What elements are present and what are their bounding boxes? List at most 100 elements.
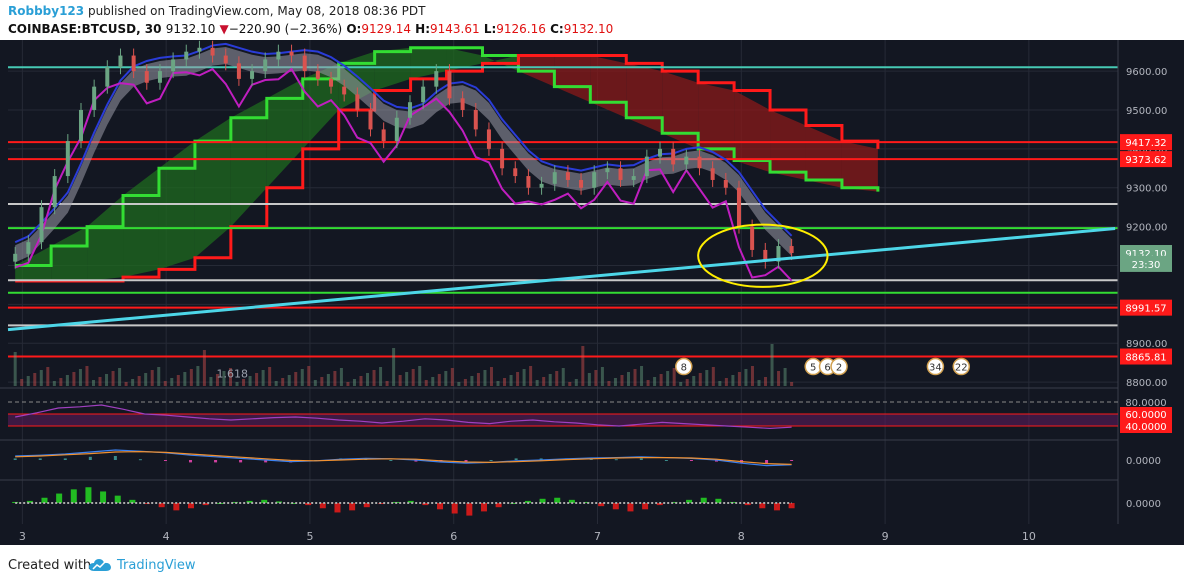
price-tag bbox=[1120, 255, 1172, 272]
high-label: H: bbox=[415, 22, 430, 36]
volume-bar bbox=[457, 382, 461, 386]
candle-body bbox=[658, 148, 663, 157]
volume-bar bbox=[600, 367, 604, 386]
y-tick-label: 9600.00 bbox=[1126, 67, 1167, 78]
x-tick-label: 6 bbox=[450, 530, 457, 543]
fib-label: 1.618 bbox=[216, 367, 248, 380]
volume-bar bbox=[561, 368, 565, 386]
low-label: L: bbox=[483, 22, 497, 36]
macd-histogram-bar bbox=[414, 460, 418, 462]
candle-body bbox=[263, 59, 268, 72]
volume-bar bbox=[764, 377, 768, 386]
macd-histogram-bar bbox=[239, 460, 243, 463]
chart-canvas[interactable]: 1.618 8 5 6 2 34 229600.009500.009400.009300.0… bbox=[0, 40, 1184, 545]
x-tick-label: 10 bbox=[1022, 530, 1036, 543]
volume-bar bbox=[672, 368, 676, 386]
oscillator-bar bbox=[56, 493, 63, 503]
candle-body bbox=[473, 109, 478, 130]
candle-body bbox=[394, 117, 399, 142]
candle-body bbox=[26, 242, 31, 254]
oscillator-bar bbox=[583, 501, 590, 503]
volume-bar bbox=[85, 366, 89, 386]
volume-bar bbox=[294, 372, 298, 386]
candles bbox=[13, 40, 794, 269]
volume-bar bbox=[379, 367, 383, 386]
price-tag-label: 9373.62 bbox=[1125, 155, 1166, 166]
volume-bar bbox=[176, 375, 180, 386]
volume-bar bbox=[46, 367, 50, 386]
candle-body bbox=[223, 55, 228, 64]
cloud-segment bbox=[15, 246, 52, 282]
macd-histogram-bar bbox=[88, 456, 92, 460]
candle-body bbox=[421, 86, 426, 103]
oscillator-bar bbox=[744, 503, 751, 506]
volume-bar bbox=[392, 348, 396, 386]
volume-bar bbox=[33, 373, 37, 386]
cloud-segment bbox=[266, 78, 303, 188]
macd-histogram-bar bbox=[689, 460, 693, 461]
volume-bar bbox=[568, 382, 572, 386]
x-tick-label: 4 bbox=[163, 530, 170, 543]
volume-bar bbox=[516, 372, 520, 386]
author-link[interactable]: Robbby123 bbox=[8, 4, 85, 18]
volume-bar bbox=[215, 374, 219, 386]
oscillator-bar bbox=[100, 491, 107, 503]
oscillator-bar bbox=[349, 503, 356, 511]
oscillator-bar bbox=[437, 503, 444, 510]
oscillator-bar bbox=[187, 503, 194, 509]
price-axis-background bbox=[1118, 40, 1184, 524]
macd-histogram-bar bbox=[189, 460, 193, 463]
volume-bar bbox=[281, 378, 285, 386]
volume-bar bbox=[405, 372, 409, 386]
volume-bar bbox=[450, 368, 454, 386]
volume-bar bbox=[574, 379, 578, 386]
volume-bar bbox=[640, 366, 644, 386]
open-value: 9129.14 bbox=[361, 22, 411, 36]
symbol-label[interactable]: COINBASE:BTCUSD, 30 bbox=[8, 22, 162, 36]
price-tag-label: 8865.81 bbox=[1125, 353, 1166, 364]
event-bubble-label: 8 bbox=[681, 363, 687, 374]
candle-body bbox=[92, 86, 97, 110]
y-tick-label: 8800.00 bbox=[1126, 378, 1167, 389]
volume-bar bbox=[470, 376, 474, 386]
tradingview-brand-link[interactable]: TradingView bbox=[117, 558, 196, 573]
volume-bar bbox=[587, 373, 591, 386]
volume-bar bbox=[157, 367, 161, 386]
macd-histogram-bar bbox=[464, 460, 468, 463]
candle-body bbox=[697, 156, 702, 169]
price-tag bbox=[1120, 151, 1172, 168]
cloud-segment bbox=[87, 195, 124, 282]
volume-bar bbox=[248, 376, 252, 386]
volume-bar bbox=[98, 377, 102, 386]
x-tick-label: 9 bbox=[882, 530, 889, 543]
oscillator-bar bbox=[656, 503, 663, 506]
macd-histogram-bar bbox=[163, 460, 167, 461]
candle-body bbox=[526, 176, 531, 188]
macd-tick-label: 0.0000 bbox=[1126, 456, 1161, 467]
candle-body bbox=[552, 172, 557, 184]
volume-bar bbox=[522, 369, 526, 386]
volume-bar bbox=[418, 366, 422, 386]
volume-bar bbox=[339, 368, 343, 386]
low-value: 9126.16 bbox=[496, 22, 546, 36]
candle-body bbox=[539, 183, 544, 188]
volume-bar bbox=[750, 366, 754, 386]
macd-histogram-bar bbox=[138, 459, 142, 461]
volume-bar bbox=[105, 374, 109, 386]
volume-bar bbox=[300, 369, 304, 386]
volume-bar bbox=[78, 369, 82, 386]
oscillator-bar bbox=[334, 503, 341, 513]
tradingview-cloud-icon[interactable] bbox=[88, 557, 112, 573]
cloud-segment bbox=[194, 117, 231, 258]
candle-body bbox=[513, 168, 518, 177]
macd-histogram-bar bbox=[714, 460, 718, 462]
volume-bar bbox=[20, 379, 24, 386]
volume-bar bbox=[222, 371, 226, 386]
y-tick-label: 9500.00 bbox=[1126, 106, 1167, 117]
time-axis: 3 4 5 6 7 8 9 10 bbox=[0, 526, 1184, 545]
y-tick-label: 9300.00 bbox=[1126, 184, 1167, 195]
candle-body bbox=[157, 71, 162, 83]
ichimoku-cloud bbox=[15, 46, 880, 283]
candle-body bbox=[65, 141, 70, 177]
oscillator-bar bbox=[480, 503, 487, 512]
